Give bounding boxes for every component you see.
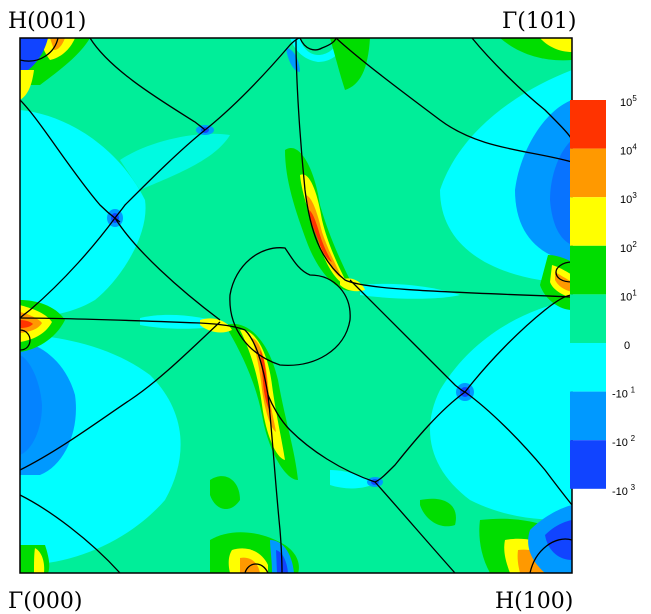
fs-line-top-mid-circle [299,38,337,51]
cyan-region-right-lower [430,300,572,520]
fs-line-center-to-right-crossing [349,279,466,393]
fs-line-top-right-branch [335,38,572,163]
green-blob-bottom-right [420,498,456,527]
colorbar-tick-exponent: 3 [631,483,636,492]
red-ridge-upper [309,210,332,262]
fermi-surface-lines [20,38,572,573]
fs-line-corner-bottom-right [529,538,572,573]
fs-line-bottom-crossing-down [374,481,456,573]
orange-ridge-upper [305,195,342,278]
corner-label-bottom-right: H(100) [495,589,573,614]
colorbar-swatch [570,343,606,392]
green-blob-bottom-left [210,476,240,510]
fs-line-top-left [89,38,206,131]
fs-line-bottom-mid-circle [244,563,269,573]
colorbar-tick-label: 10 [620,243,632,255]
orange-right-edge [555,272,572,292]
blue-region-left [20,340,76,475]
colorbar-tick-exponent: 1 [631,386,636,395]
colorbar-tick-exponent: 4 [632,143,637,152]
fs-line-lower-left [20,494,121,573]
corner-label-bottom-left: Γ(000) [8,589,82,614]
fs-line-left-horizontal [20,317,246,331]
yellow-corner-top-left [40,38,75,60]
fs-line-right-edge-circle [555,261,572,283]
colorbar-tick-label: -10 [612,389,628,401]
colorbar-tick-label: 10 [620,146,632,158]
dark-blue-hint-right [550,140,572,245]
yellow-corner-top-right [540,38,572,52]
orange-left-edge [20,312,42,333]
fs-line-right-crossing-down [374,391,466,483]
dark-blue-hint-left [20,355,42,455]
colorbar-tick-label: 10 [620,97,632,109]
green-top-mid-inner [300,38,338,55]
colorbar-swatch [570,245,606,295]
fs-line-upper-left [20,99,121,223]
yellow-edge-top-left [20,70,34,100]
blue-region-right [515,100,572,262]
fs-line-top-crossing-up [204,38,301,131]
fs-line-corner-top-left [20,38,59,62]
cyan-region-left-upper [20,110,146,318]
fs-line-left-crossing-right [114,217,221,321]
colorbar-tick-label: 10 [620,194,632,206]
red-left-edge [20,320,33,328]
fs-line-bottom-crossing-left [267,394,376,483]
corner-label-top-left: H(001) [8,9,86,34]
fs-line-center-down [244,329,283,573]
colorbar-swatch [570,197,606,246]
corner-label-top-right: Γ(101) [502,9,576,34]
fs-line-central-loop [229,247,351,366]
colorbar-tick-exponent: 1 [632,288,637,297]
colorbar-tick-label: -10 [612,437,628,449]
cyan-region-bottom-mid [330,470,378,489]
colorbar-tick-label: 10 [620,291,632,303]
colorbar-tick-exponent: 2 [632,240,637,249]
plot-area [20,38,572,573]
colorbar-tick-exponent: 3 [632,191,637,200]
fs-line-top-to-right [295,39,572,298]
dark-blue-corner-top-left [20,38,48,75]
colorbar-swatch [570,294,606,343]
cyan-region-upper-left [120,133,230,190]
colorbar-tick-label: 0 [624,340,630,352]
colorbar-tick-exponent: 2 [631,434,636,443]
colorbar-swatch [570,100,606,149]
fs-line-left-edge-circle [20,329,31,351]
colorbar-swatch [570,391,606,441]
fs-line-left-crossing-down [20,217,116,319]
fs-line-right-crossing-lower [464,391,572,506]
colorbar-swatch [570,440,606,489]
colorbar-swatch [570,148,606,198]
fs-line-top-crossing-down [114,129,206,219]
fs-line-right-crossing-up [464,294,572,393]
green-top-mid [330,38,370,90]
yellow-corner-bottom-left [34,548,45,573]
fs-line-top-right [471,38,572,141]
colorbar-tick-exponent: 5 [632,94,637,103]
fs-line-center-lower-left [20,321,221,471]
colorbar-tick-label: -10 [612,486,628,498]
